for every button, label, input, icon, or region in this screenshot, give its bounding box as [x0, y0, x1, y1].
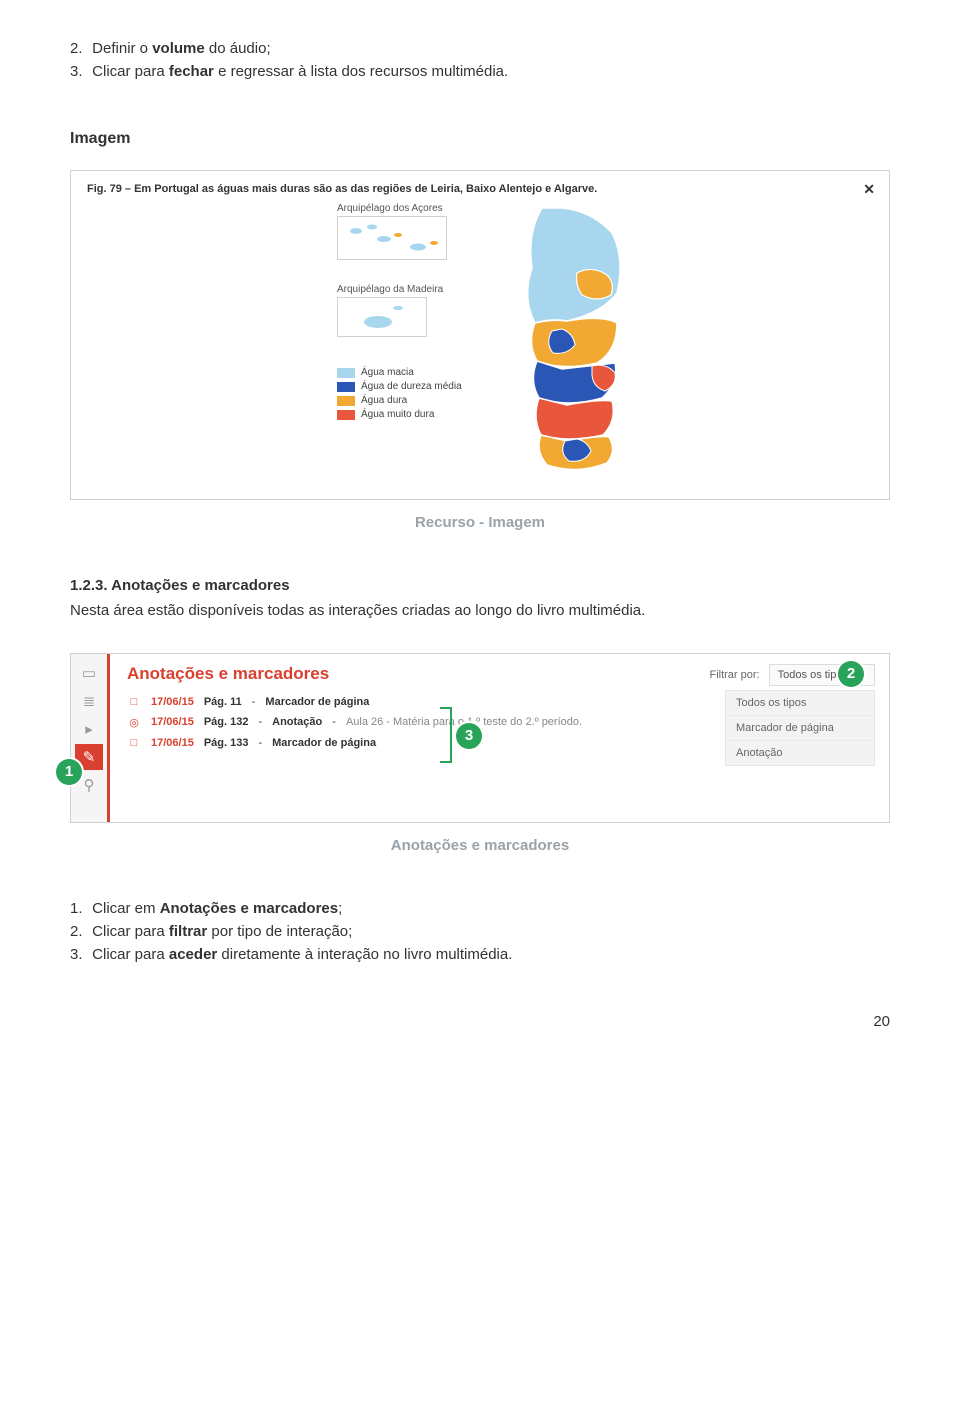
- row-dash: -: [258, 737, 262, 749]
- row-type: Marcador de página: [265, 696, 369, 708]
- list-text-prefix: Definir o: [92, 40, 152, 57]
- legend-item: Água dura: [337, 395, 462, 406]
- list-num: 2.: [70, 40, 88, 57]
- row-type: Anotação: [272, 716, 322, 728]
- top-numbered-list: 2. Definir o volume do áudio; 3. Clicar …: [70, 40, 890, 80]
- list-item: 3. Clicar para fechar e regressar à list…: [70, 63, 890, 80]
- callout-3: 3: [456, 723, 482, 749]
- figure2-caption: Anotações e marcadores: [70, 837, 890, 854]
- legend-label: Água de dureza média: [361, 381, 462, 392]
- row-dash: -: [252, 696, 256, 708]
- list-text-suffix: e regressar à lista dos recursos multimé…: [214, 63, 508, 80]
- row-type: Marcador de página: [272, 737, 376, 749]
- azores-islands: [337, 216, 447, 260]
- list-text-prefix: Clicar para: [92, 946, 169, 963]
- dropdown-option[interactable]: Marcador de página: [726, 716, 874, 741]
- legend-block: Água macia Água de dureza média Água dur…: [337, 367, 462, 420]
- sidebar-file-icon[interactable]: ▸: [75, 716, 103, 742]
- row-dash: -: [258, 716, 262, 728]
- legend-label: Água macia: [361, 367, 414, 378]
- subsection-body: Nesta área estão disponíveis todas as in…: [70, 600, 890, 623]
- list-item: 2. Clicar para filtrar por tipo de inter…: [70, 923, 890, 940]
- bookmark-icon: □: [127, 696, 141, 708]
- note-icon: ◎: [127, 716, 141, 729]
- row-page: Pág. 11: [204, 696, 242, 708]
- filter-label: Filtrar por:: [709, 669, 759, 681]
- list-num: 2.: [70, 923, 88, 940]
- sidebar: ▭ ≣ ▸ ✎ ⚲: [71, 654, 107, 822]
- list-text-bold: volume: [152, 40, 205, 57]
- legend-swatch: [337, 382, 355, 392]
- map-container: Arquipélago dos Açores Arquipélago da Ma…: [87, 203, 873, 483]
- legend-label: Água dura: [361, 395, 407, 406]
- row-page: Pág. 132: [204, 716, 249, 728]
- figure2-wrapper: ▭ ≣ ▸ ✎ ⚲ Anotações e marcadores □ 17/06…: [70, 653, 890, 823]
- list-text-suffix: ;: [338, 900, 342, 917]
- list-item: 2. Definir o volume do áudio;: [70, 40, 890, 57]
- row-date: 17/06/15: [151, 716, 194, 728]
- dropdown-option[interactable]: Anotação: [726, 741, 874, 765]
- bottom-numbered-list: 1. Clicar em Anotações e marcadores; 2. …: [70, 900, 890, 963]
- madeira-label: Arquipélago da Madeira: [337, 284, 462, 295]
- legend-column: Arquipélago dos Açores Arquipélago da Ma…: [337, 203, 462, 423]
- list-text-prefix: Clicar em: [92, 900, 160, 917]
- legend-item: Água muito dura: [337, 409, 462, 420]
- sidebar-accent-bar: [107, 654, 110, 822]
- list-num: 3.: [70, 946, 88, 963]
- callout-1: 1: [56, 759, 82, 785]
- row-page: Pág. 133: [204, 737, 249, 749]
- bookmark-icon: □: [127, 737, 141, 749]
- list-text-suffix: por tipo de interação;: [207, 923, 352, 940]
- sidebar-book-icon[interactable]: ▭: [75, 660, 103, 686]
- madeira-islands: [337, 297, 427, 337]
- list-text-bold: filtrar: [169, 923, 207, 940]
- sidebar-list-icon[interactable]: ≣: [75, 688, 103, 714]
- list-text-suffix: do áudio;: [205, 40, 271, 57]
- callout-2: 2: [838, 661, 864, 687]
- bracket-rows: [440, 707, 452, 763]
- list-text-bold: Anotações e marcadores: [160, 900, 338, 917]
- list-item: 3. Clicar para aceder diretamente à inte…: [70, 946, 890, 963]
- list-num: 1.: [70, 900, 88, 917]
- list-text-bold: aceder: [169, 946, 217, 963]
- list-item: 1. Clicar em Anotações e marcadores;: [70, 900, 890, 917]
- list-text-suffix: diretamente à interação no livro multimé…: [217, 946, 512, 963]
- legend-item: Água de dureza média: [337, 381, 462, 392]
- row-dash: -: [332, 716, 336, 728]
- portugal-map: [507, 203, 647, 478]
- row-date: 17/06/15: [151, 696, 194, 708]
- row-date: 17/06/15: [151, 737, 194, 749]
- dropdown-option[interactable]: Todos os tipos: [726, 691, 874, 716]
- legend-label: Água muito dura: [361, 409, 434, 420]
- filter-dropdown: Todos os tipos Marcador de página Anotaç…: [725, 690, 875, 766]
- close-icon[interactable]: ✕: [863, 181, 875, 198]
- figure1-caption: Recurso - Imagem: [70, 514, 890, 531]
- figure-title: Fig. 79 – Em Portugal as águas mais dura…: [87, 183, 873, 195]
- legend-swatch: [337, 410, 355, 420]
- section-heading: Imagem: [70, 130, 890, 148]
- list-text-prefix: Clicar para: [92, 923, 169, 940]
- list-text-prefix: Clicar para: [92, 63, 169, 80]
- figure-image-resource: Fig. 79 – Em Portugal as águas mais dura…: [70, 170, 890, 500]
- subsection-heading: 1.2.3. Anotações e marcadores: [70, 577, 890, 594]
- page-number: 20: [70, 1013, 890, 1030]
- azores-label: Arquipélago dos Açores: [337, 203, 462, 214]
- legend-item: Água macia: [337, 367, 462, 378]
- list-text-bold: fechar: [169, 63, 214, 80]
- legend-swatch: [337, 396, 355, 406]
- legend-swatch: [337, 368, 355, 378]
- list-num: 3.: [70, 63, 88, 80]
